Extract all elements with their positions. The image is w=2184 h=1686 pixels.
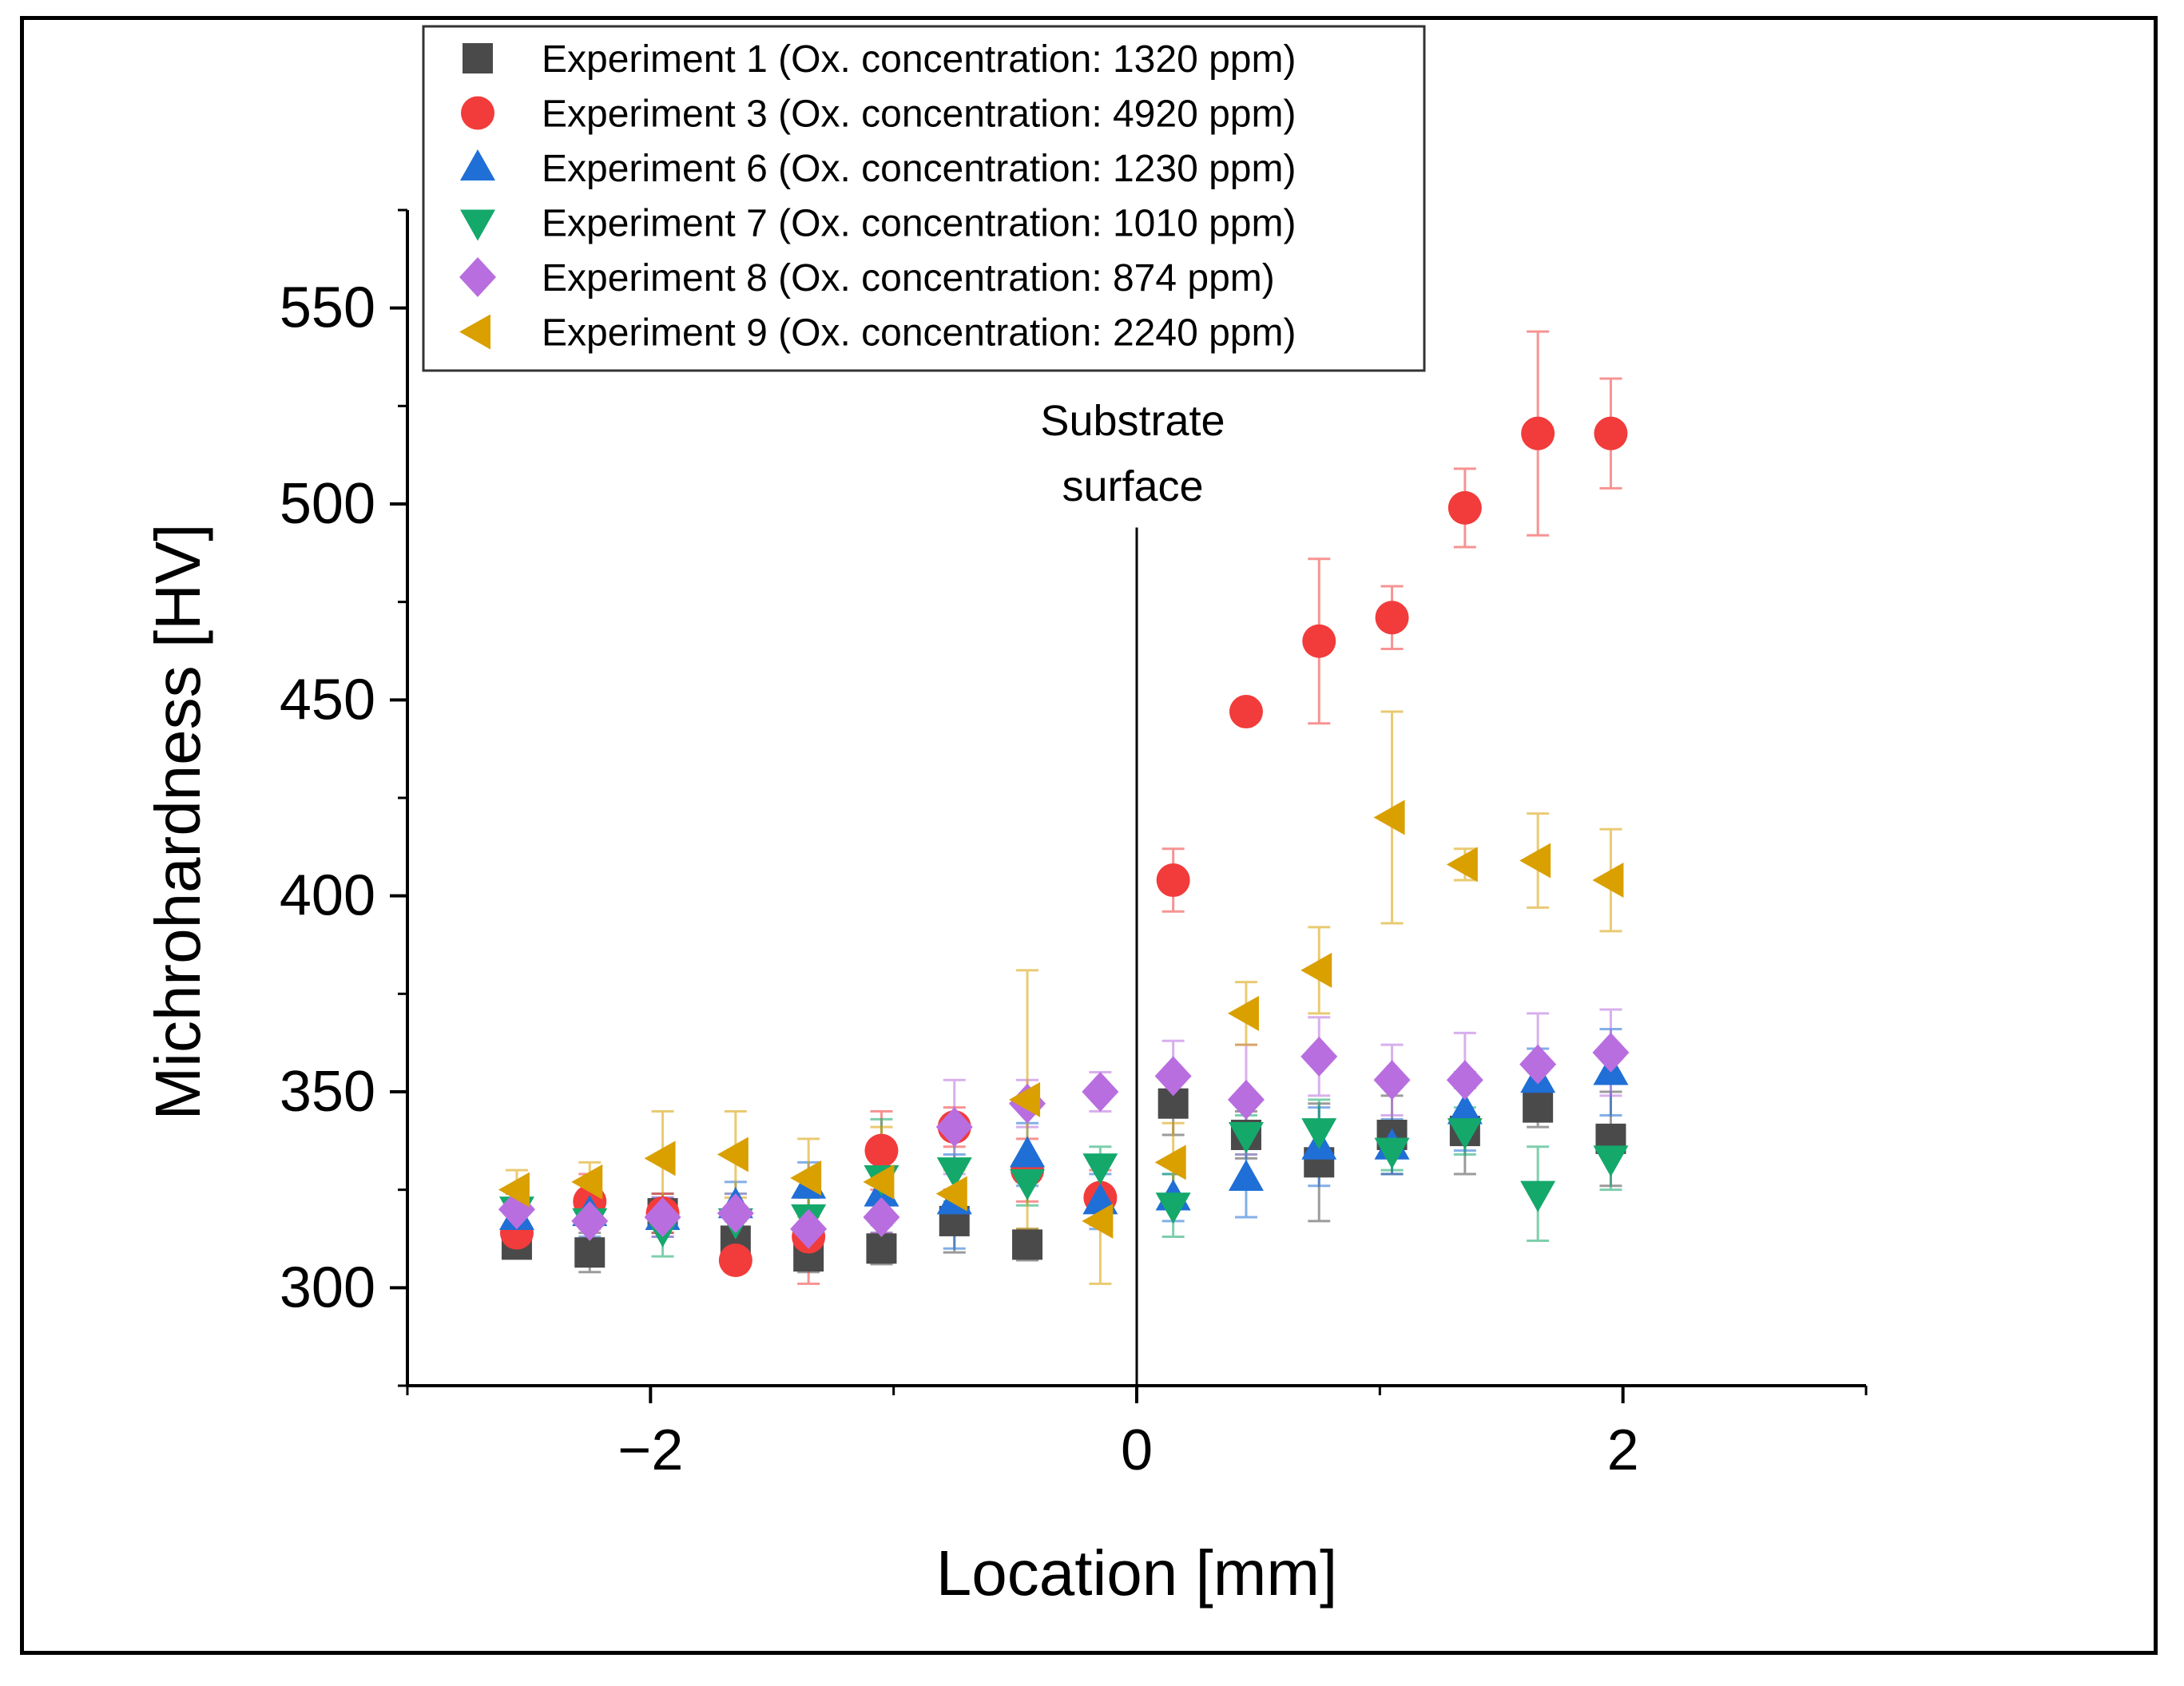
data-point [718, 1243, 752, 1277]
data-point [1302, 624, 1336, 658]
legend: Experiment 1 (Ox. concentration: 1320 pp… [422, 25, 1426, 372]
y-tick-label: 500 [280, 472, 375, 536]
y-tick-label: 450 [280, 668, 375, 732]
y-tick-label: 300 [280, 1256, 375, 1319]
data-point [1082, 1072, 1119, 1112]
data-point [866, 1233, 897, 1264]
data-point [1592, 863, 1624, 899]
data-point [1519, 843, 1551, 879]
markers-series-5 [498, 1032, 1630, 1249]
data-point [1154, 1056, 1192, 1097]
data-point [1012, 1229, 1043, 1260]
data-point [1082, 1203, 1114, 1239]
axes: 300 350 400 450 500 550 −2 0 2 Location [mm] Mic… [142, 208, 1868, 1609]
legend-item-2: Experiment 3 (Ox. concentration: 4920 pp… [461, 93, 1296, 136]
data-point [571, 1164, 603, 1200]
legend-marker [463, 43, 493, 73]
data-point [1009, 1081, 1041, 1117]
substrate-annotation-line2: surface [1062, 462, 1203, 510]
data-point [936, 1157, 972, 1189]
data-point [1373, 799, 1405, 835]
legend-marker [460, 149, 495, 181]
data-point [1519, 1044, 1557, 1085]
y-tick-label: 350 [280, 1060, 375, 1124]
data-point [1227, 1079, 1265, 1120]
data-point [1229, 695, 1263, 729]
data-point [1082, 1153, 1118, 1185]
data-point [1228, 1121, 1264, 1153]
x-axis-label: Location [mm] [936, 1537, 1337, 1609]
data-point [1523, 1092, 1554, 1123]
data-point [935, 1107, 973, 1148]
data-point [1227, 995, 1259, 1031]
data-point [863, 1197, 900, 1238]
data-point [1228, 1159, 1264, 1191]
legend-label: Experiment 3 (Ox. concentration: 4920 pp… [542, 93, 1296, 136]
x-tick-label: 0 [1121, 1418, 1153, 1482]
data-point [1521, 416, 1555, 450]
legend-marker [460, 209, 495, 241]
legend-label: Experiment 8 (Ox. concentration: 874 ppm… [542, 257, 1275, 300]
data-point [571, 1200, 609, 1241]
data-point [1447, 1093, 1483, 1125]
data-point [1447, 490, 1482, 525]
data-point [1520, 1180, 1556, 1212]
data-point [864, 1133, 899, 1168]
data-point [1446, 847, 1478, 883]
data-point [1010, 1136, 1046, 1168]
data-point [790, 1208, 828, 1249]
data-point [1155, 1192, 1191, 1224]
data-point [1010, 1168, 1046, 1200]
axis-ticks: 300 350 400 450 500 550 −2 0 2 [280, 208, 1868, 1482]
legend-item-5: Experiment 8 (Ox. concentration: 874 ppm… [459, 257, 1275, 300]
data-point [1375, 601, 1409, 635]
data-point [1156, 863, 1190, 898]
data-point [1593, 1145, 1629, 1177]
y-axis-label: Michrohardness [HV] [142, 524, 213, 1121]
y-tick-label: 550 [280, 276, 375, 340]
legend-label: Experiment 6 (Ox. concentration: 1230 pp… [542, 148, 1296, 190]
data-point [1447, 1118, 1483, 1150]
legend-marker [461, 96, 494, 130]
data-point [935, 1176, 967, 1212]
legend-marker [459, 257, 496, 297]
data-point [717, 1137, 749, 1172]
data-point [1374, 1137, 1410, 1169]
data-point [574, 1237, 606, 1268]
legend-label: Experiment 1 (Ox. concentration: 1320 pp… [542, 38, 1296, 81]
x-tick-label: 2 [1607, 1418, 1639, 1482]
data-point [1154, 1144, 1186, 1180]
legend-label: Experiment 7 (Ox. concentration: 1010 pp… [542, 203, 1296, 245]
legend-item-1: Experiment 1 (Ox. concentration: 1320 pp… [463, 38, 1296, 81]
data-markers [498, 416, 1630, 1277]
substrate-annotation-line1: Substrate [1040, 397, 1225, 445]
legend-item-4: Experiment 7 (Ox. concentration: 1010 pp… [460, 203, 1296, 245]
data-point [863, 1164, 895, 1200]
data-point [717, 1193, 754, 1234]
data-point [644, 1141, 676, 1176]
data-point [1594, 416, 1628, 450]
data-point [1373, 1060, 1411, 1101]
legend-marker [459, 314, 490, 350]
legend-item-3: Experiment 6 (Ox. concentration: 1230 pp… [460, 148, 1296, 190]
data-point [644, 1197, 681, 1238]
legend-label: Experiment 9 (Ox. concentration: 2240 pp… [542, 312, 1296, 355]
data-point [1301, 1118, 1337, 1150]
data-point [1300, 1036, 1338, 1077]
y-tick-label: 400 [280, 864, 375, 928]
legend-item-6: Experiment 9 (Ox. concentration: 2240 pp… [459, 312, 1296, 355]
markers-series-6 [498, 799, 1624, 1239]
x-tick-label: −2 [617, 1418, 683, 1482]
data-point [1300, 952, 1332, 988]
data-point [498, 1172, 530, 1208]
data-point [1592, 1032, 1630, 1073]
data-point [790, 1160, 822, 1196]
figure-frame [20, 16, 2158, 1655]
legend-box [422, 25, 1426, 372]
data-point [1446, 1060, 1483, 1101]
